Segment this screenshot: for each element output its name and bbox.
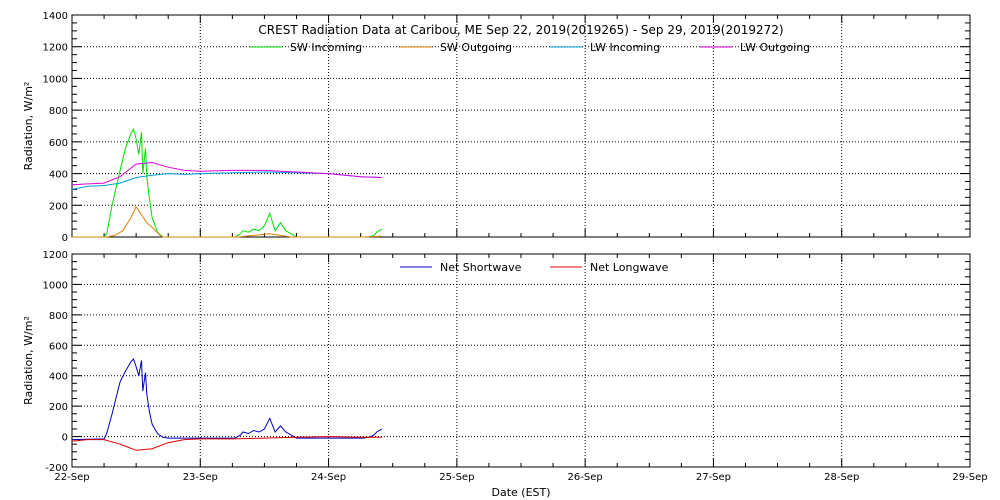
- top-y-tick-label: 0: [62, 233, 68, 244]
- top-y-tick-label: 200: [49, 201, 68, 212]
- bottom-y-axis-title: Radiation, W/m²: [22, 316, 35, 405]
- bottom-panel: -200 0 200 400 600 800 1000 1200 Radiation, W/m²…: [22, 250, 988, 499]
- x-tick-label: 23-Sep: [183, 472, 218, 483]
- x-tick-label: 28-Sep: [824, 472, 859, 483]
- top-y-tick-label: 800: [49, 106, 68, 117]
- lw-outgoing-legend-label: LW Outgoing: [740, 41, 810, 54]
- x-tick-label: 24-Sep: [311, 472, 346, 483]
- net-longwave-series-line: [71, 436, 382, 451]
- x-tick-label: 29-Sep: [952, 472, 987, 483]
- lw-outgoing-series-line: [71, 161, 383, 186]
- net-longwave-legend-label: Net Longwave: [590, 261, 669, 274]
- bottom-y-tick-label: 1000: [43, 280, 68, 291]
- sw-outgoing-series-line: [72, 205, 383, 238]
- top-y-tick-label: 1000: [43, 74, 68, 85]
- net-shortwave-series-line: [71, 358, 383, 441]
- bottom-y-tick-label: 600: [49, 341, 68, 352]
- top-plot-frame: [71, 14, 971, 238]
- bottom-y-tick-label: 0: [62, 433, 68, 444]
- bottom-y-tick-label: 200: [49, 402, 68, 413]
- x-tick-label: 25-Sep: [439, 472, 474, 483]
- top-panel: 0 200 400 600 800 1000 1200 1400 Radiation, W/m²…: [22, 11, 971, 244]
- top-y-tick-label: 1200: [43, 43, 68, 54]
- net-shortwave-legend-label: Net Shortwave: [440, 261, 522, 274]
- x-tick-label: 22-Sep: [54, 472, 89, 483]
- top-y-axis-title: Radiation, W/m²: [22, 82, 35, 171]
- bottom-plot-frame: [71, 253, 971, 468]
- sw-outgoing-legend-label: SW Outgoing: [440, 41, 512, 54]
- top-y-tick-label: 400: [49, 170, 68, 181]
- chart-title: CREST Radiation Data at Caribou, ME Sep …: [258, 23, 783, 37]
- top-y-tick-label: 1400: [43, 11, 68, 22]
- sw-incoming-legend-label: SW Incoming: [290, 41, 362, 54]
- lw-incoming-legend-label: LW Incoming: [590, 41, 660, 54]
- bottom-y-tick-label: -200: [45, 463, 68, 474]
- x-tick-label: 26-Sep: [568, 472, 603, 483]
- bottom-y-tick-label: 400: [49, 372, 68, 383]
- x-axis-title: Date (EST): [491, 486, 550, 499]
- bottom-y-tick-label: 1200: [43, 250, 68, 261]
- top-y-tick-label: 600: [49, 138, 68, 149]
- bottom-y-tick-label: 800: [49, 311, 68, 322]
- x-tick-label: 27-Sep: [696, 472, 731, 483]
